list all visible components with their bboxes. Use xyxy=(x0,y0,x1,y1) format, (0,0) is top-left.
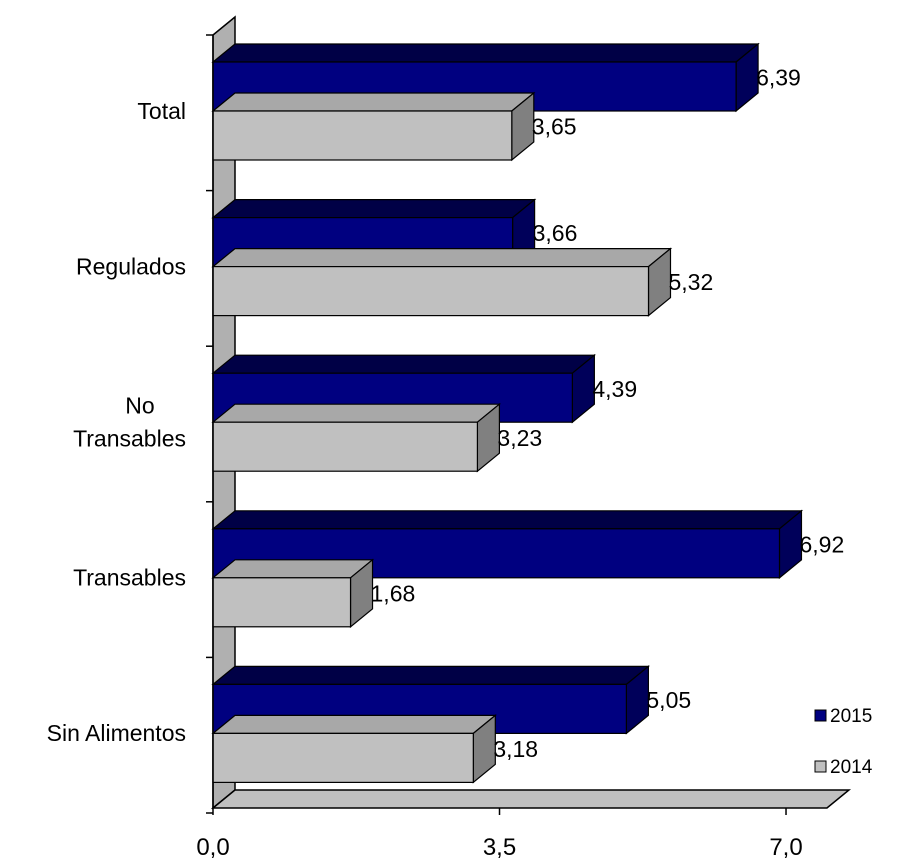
value-axis-ticks: 0,0 3,5 7,0 xyxy=(196,808,803,861)
bar-2014-2 xyxy=(211,402,502,473)
bar-2014-4 xyxy=(211,714,497,784)
data-labels: 6,39 3,65 3,66 5,32 4,39 3,23 6,92 1,68 5,05 3,18 xyxy=(371,65,845,762)
category-labels: Total Regulados No Transables Transables Sin … xyxy=(47,98,186,746)
value-axis-tick-label-0: 0,0 xyxy=(196,834,229,861)
category-label-3: Transables xyxy=(73,565,186,591)
chart-floor xyxy=(210,789,852,809)
data-label-2015-2: 4,39 xyxy=(592,376,637,402)
bar-2014-0 xyxy=(211,91,536,162)
category-axis xyxy=(206,34,214,814)
category-label-line-3-0: Transables xyxy=(73,565,186,591)
category-label-2: No Transables xyxy=(73,393,186,452)
legend-swatch-2015 xyxy=(814,709,827,722)
data-label-2014-1: 5,32 xyxy=(668,269,713,295)
bar-2014-3 xyxy=(211,558,375,629)
category-label-0: Total xyxy=(137,98,186,124)
legend-swatch-2014 xyxy=(814,760,827,773)
floor-panel xyxy=(210,789,852,809)
bar-2014-1 xyxy=(211,247,673,317)
category-label-4: Sin Alimentos xyxy=(47,720,186,746)
category-label-line-0-0: Total xyxy=(137,98,186,124)
legend: 2015 2014 xyxy=(814,706,873,778)
value-axis-tick-label-2: 7,0 xyxy=(769,834,802,861)
category-label-line-1-0: Regulados xyxy=(76,253,186,279)
category-label-line-4-0: Sin Alimentos xyxy=(47,720,186,746)
legend-label-2015: 2015 xyxy=(830,706,872,727)
legend-label-2014: 2014 xyxy=(830,757,873,778)
chart-bars xyxy=(211,42,804,784)
data-label-2014-0: 3,65 xyxy=(532,114,577,140)
data-label-2014-4: 3,18 xyxy=(493,736,538,762)
data-label-2015-1: 3,66 xyxy=(533,220,578,246)
category-label-1: Regulados xyxy=(76,253,186,279)
data-label-2015-3: 6,92 xyxy=(799,531,844,557)
data-label-2014-3: 1,68 xyxy=(371,580,416,606)
value-axis-tick-label-1: 3,5 xyxy=(483,834,516,861)
data-label-2014-2: 3,23 xyxy=(497,425,542,451)
data-label-2015-4: 5,05 xyxy=(646,687,691,713)
category-label-line-2-0: No xyxy=(125,393,154,419)
data-label-2015-0: 6,39 xyxy=(756,65,801,91)
category-label-line-2-1: Transables xyxy=(73,426,186,452)
